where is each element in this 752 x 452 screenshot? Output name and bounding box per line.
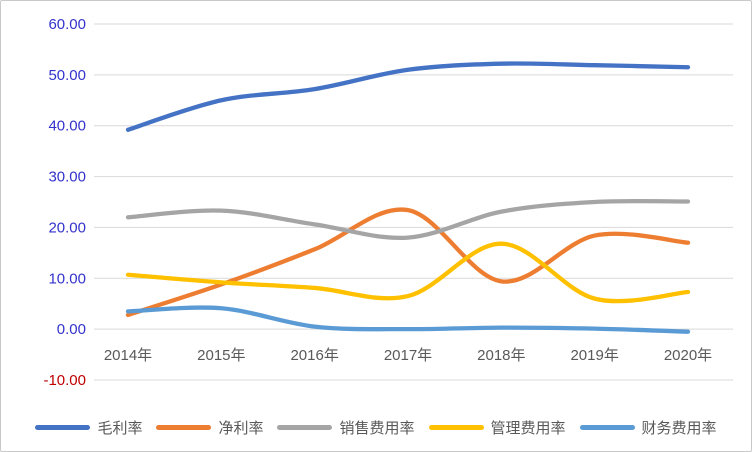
y-axis-tick-label: 0.00 — [57, 321, 86, 338]
y-axis-tick-label: -10.00 — [43, 372, 86, 389]
x-axis-tick-label: 2016年 — [290, 347, 338, 364]
x-axis-tick-label: 2015年 — [197, 347, 245, 364]
x-axis-tick-label: 2018年 — [477, 347, 525, 364]
series-line-gross-margin — [125, 61, 691, 132]
x-axis-tick-label: 2017年 — [384, 347, 432, 364]
x-axis-tick-label: 2019年 — [570, 347, 618, 364]
x-axis-tick-label: 2014年 — [104, 347, 152, 364]
series-line-finance-expense-ratio — [125, 305, 691, 334]
y-axis-tick-label: 50.00 — [48, 67, 86, 84]
series-line-admin-expense-ratio — [125, 241, 691, 304]
y-axis-tick-label: 20.00 — [48, 219, 86, 236]
y-axis-tick-label: 30.00 — [48, 169, 86, 186]
y-axis-tick-label: 10.00 — [48, 270, 86, 287]
x-axis-tick-label: 2020年 — [664, 347, 712, 364]
y-axis-tick-label: 40.00 — [48, 118, 86, 135]
series-line-selling-expense-ratio — [125, 198, 691, 241]
y-axis-tick-label: 60.00 — [48, 16, 86, 33]
